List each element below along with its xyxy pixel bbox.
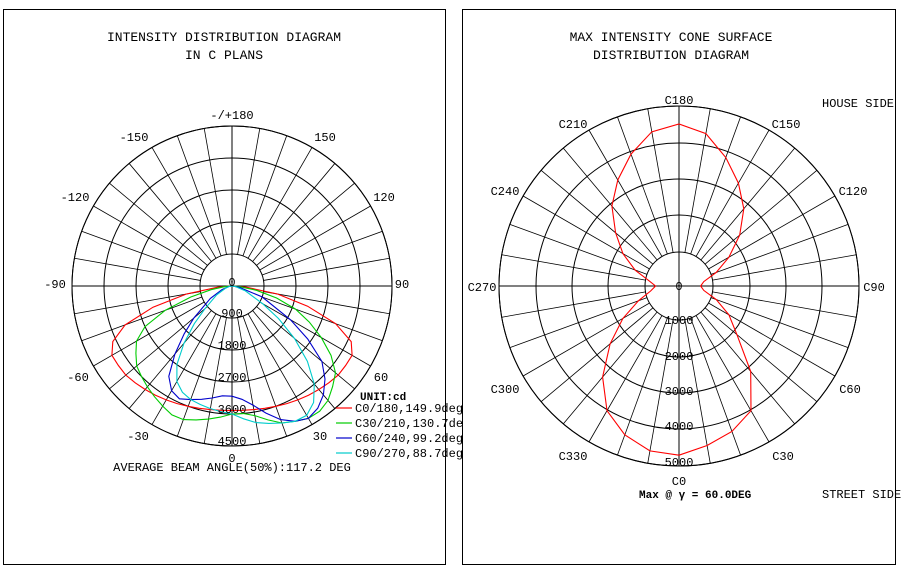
max-gamma-note: Max @ γ = 60.0DEG: [639, 490, 752, 502]
center-label: 0: [228, 276, 235, 290]
curve-c60: [168, 285, 326, 422]
unit-label: UNIT:cd: [360, 392, 406, 404]
c-label-210: C210: [559, 118, 588, 132]
curves-layer: [602, 123, 752, 456]
angle-label-m120: -120: [61, 191, 90, 205]
c-label-60: C60: [839, 383, 861, 397]
radial-label-5000: 5000: [665, 456, 694, 470]
c-label-30: C30: [772, 450, 794, 464]
beam-angle-footer: AVERAGE BEAM ANGLE(50%):117.2 DEG: [113, 461, 351, 475]
radial-label-1800: 1800: [218, 339, 247, 353]
angle-label-p120: 120: [373, 191, 395, 205]
intensity-distribution-panel: INTENSITY DISTRIBUTION DIAGRAM IN C PLAN…: [3, 9, 470, 565]
curve-c0: [111, 285, 353, 411]
angle-label-m150: -150: [120, 131, 149, 145]
radial-label-900: 900: [221, 307, 243, 321]
angle-label-p60: 60: [374, 371, 388, 385]
angle-label-p90: 90: [395, 278, 409, 292]
radial-label-4500: 4500: [218, 435, 247, 449]
angle-label-0: 0: [228, 452, 235, 466]
center-label: 0: [675, 280, 682, 294]
legend: C0/180,149.9degC30/210,130.7degC60/240,9…: [336, 402, 470, 461]
c-label-90: C90: [863, 281, 885, 295]
legend-label: C30/210,130.7deg: [355, 417, 470, 431]
angle-label-m30: -30: [127, 430, 149, 444]
c-label-120: C120: [839, 185, 868, 199]
street-side-label: STREET SIDE: [822, 488, 901, 502]
cone-surface-panel: MAX INTENSITY CONE SURFACE DISTRIBUTION …: [462, 9, 902, 565]
legend-label: C0/180,149.9deg: [355, 402, 463, 416]
chart-title-line1: INTENSITY DISTRIBUTION DIAGRAM: [107, 30, 341, 45]
radial-label-3000: 3000: [665, 385, 694, 399]
radial-label-2700: 2700: [218, 371, 247, 385]
polar-grid: [71, 125, 393, 447]
chart-title-line2: IN C PLANS: [185, 48, 263, 63]
radial-label-1000: 1000: [665, 314, 694, 328]
c-label-150: C150: [772, 118, 801, 132]
house-side-label: HOUSE SIDE: [822, 97, 894, 111]
radial-label-3600: 3600: [218, 403, 247, 417]
c-label-0: C0: [672, 475, 686, 489]
angle-label-180: -/+180: [210, 109, 253, 123]
c-label-240: C240: [491, 185, 520, 199]
legend-label: C60/240,99.2deg: [355, 432, 463, 446]
chart-title-line2: DISTRIBUTION DIAGRAM: [593, 48, 749, 63]
legend-label: C90/270,88.7deg: [355, 447, 463, 461]
angle-label-m60: -60: [67, 371, 89, 385]
intensity-polar-chart: INTENSITY DISTRIBUTION DIAGRAM IN C PLAN…: [44, 30, 470, 475]
angle-label-m90: -90: [44, 278, 66, 292]
chart-title-line1: MAX INTENSITY CONE SURFACE: [570, 30, 773, 45]
c-label-330: C330: [559, 450, 588, 464]
angle-label-p150: 150: [314, 131, 336, 145]
angle-label-p30: 30: [313, 430, 327, 444]
curve-c90: [176, 285, 315, 424]
cone-curve: [602, 123, 752, 456]
c-label-270: C270: [468, 281, 497, 295]
curves-layer: [111, 285, 353, 424]
c-label-180: C180: [665, 94, 694, 108]
radial-label-4000: 4000: [665, 420, 694, 434]
c-label-300: C300: [491, 383, 520, 397]
radial-label-2000: 2000: [665, 350, 694, 364]
cone-polar-chart: MAX INTENSITY CONE SURFACE DISTRIBUTION …: [468, 30, 902, 502]
polar-grid: [498, 105, 860, 467]
